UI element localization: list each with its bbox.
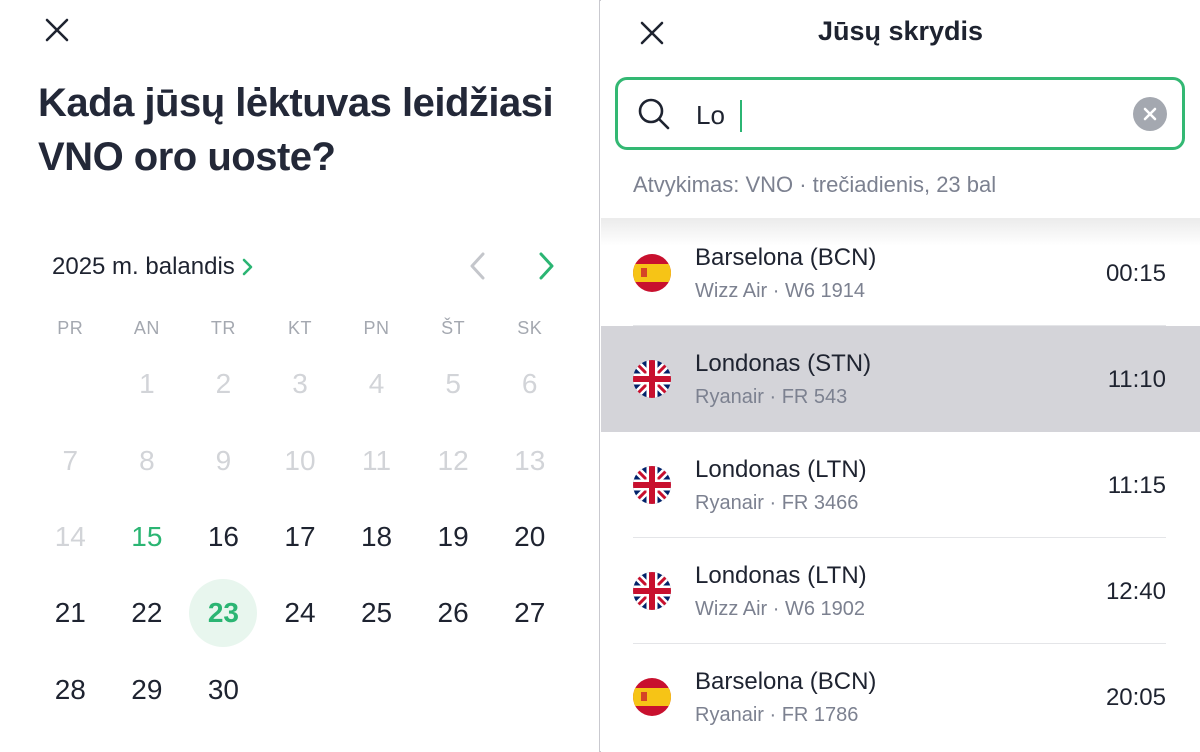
panel-title: Jūsų skrydis [817, 16, 984, 46]
date-picker-panel: Kada jūsų lėktuvas leidžiasi VNO oro uos… [32, 0, 600, 752]
chevron-right-icon [539, 252, 554, 280]
calendar-day[interactable]: 26 [437, 597, 469, 629]
calendar-day: 10 [284, 444, 316, 476]
calendar-day: 7 [62, 444, 79, 476]
flight-row[interactable]: Londonas (LTN) Ryanair · FR 3466 11:15 [601, 432, 1200, 538]
flight-airline: Ryanair · FR 1786 [695, 704, 859, 726]
day-number: 23 [207, 597, 239, 629]
calendar-day[interactable]: 25 [360, 597, 393, 629]
next-month-button[interactable] [526, 246, 566, 286]
search-box[interactable] [615, 77, 1185, 150]
calendar-day: 1 [139, 368, 155, 400]
weekday-label: PR [57, 318, 84, 338]
flight-row[interactable]: Londonas (LTN) Wizz Air · W6 1902 12:40 [601, 538, 1200, 644]
calendar-day[interactable]: 28 [54, 673, 86, 705]
spain-flag-icon [633, 678, 671, 716]
selected-day-highlight [189, 579, 258, 648]
flight-time: 00:15 [1105, 260, 1166, 287]
calendar-day[interactable]: 17 [284, 520, 316, 552]
row-divider [633, 325, 1166, 326]
calendar-day[interactable]: 16 [207, 520, 239, 552]
calendar-day: 12 [437, 444, 469, 476]
calendar-day: 5 [445, 368, 461, 400]
search-icon [638, 98, 670, 130]
month-selector[interactable]: 2025 m. balandis [52, 250, 255, 284]
close-date-picker-button[interactable] [37, 10, 77, 50]
flight-list: Barselona (BCN) Wizz Air · W6 1914 00:15 Lo… [601, 220, 1200, 750]
selected-day[interactable]: 23 [185, 575, 262, 651]
clear-icon [1143, 107, 1157, 121]
flight-time: 11:10 [1107, 366, 1166, 393]
calendar-day[interactable]: 18 [360, 520, 393, 552]
calendar-day: 13 [514, 444, 546, 476]
text-caret [740, 100, 742, 132]
flight-city: Barselona (BCN) [695, 668, 877, 695]
uk-flag-icon [633, 360, 671, 398]
chevron-left-icon [470, 252, 485, 280]
calendar-day[interactable]: 22 [131, 597, 163, 629]
flight-city: Londonas (LTN) [695, 562, 867, 589]
calendar-day[interactable]: 21 [54, 597, 86, 629]
arrival-info: Atvykimas: VNO · trečiadienis, 23 bal [633, 172, 997, 197]
spain-flag-icon [633, 254, 671, 292]
flight-city: Londonas (LTN) [695, 456, 867, 483]
row-divider [633, 643, 1166, 644]
uk-flag-icon [633, 466, 671, 504]
calendar-day[interactable]: 29 [131, 673, 163, 705]
weekday-label: KT [287, 318, 312, 338]
flight-row[interactable]: Barselona (BCN) Wizz Air · W6 1914 00:15 [601, 220, 1200, 326]
flight-airline: Ryanair · FR 3466 [695, 492, 859, 514]
calendar-day: 2 [215, 368, 232, 400]
calendar-day[interactable]: 19 [437, 520, 469, 552]
weekday-header: PR AN TR KT PN ŠT SK [32, 318, 568, 339]
clear-search-button[interactable] [1133, 97, 1167, 131]
calendar-day: 3 [292, 368, 308, 400]
flight-time: 11:15 [1107, 472, 1166, 499]
uk-flag-icon [633, 572, 671, 610]
page-title: Kada jūsų lėktuvas leidžiasi VNO oro uos… [38, 81, 554, 179]
close-icon [45, 18, 69, 42]
flight-search-panel: Jūsų skrydis Atvykimas: VNO · trečiadien… [601, 0, 1200, 752]
calendar-grid: 1 2 3 4 5 6 7 8 9 10 11 12 13 14 15 16 17 18 19 20 21 22 23 24 2… [32, 346, 568, 728]
weekday-label: TR [210, 318, 236, 338]
flight-city: Barselona (BCN) [695, 244, 877, 271]
row-divider [633, 537, 1166, 538]
flight-airline: Wizz Air · W6 1902 [695, 598, 866, 620]
flight-airline: Ryanair · FR 543 [695, 386, 848, 408]
calendar-day[interactable]: 15 [131, 520, 163, 552]
previous-month-button[interactable] [458, 246, 498, 286]
calendar-day: 11 [362, 444, 392, 476]
calendar-day: 9 [215, 444, 232, 476]
calendar-day: 14 [54, 520, 86, 552]
flight-row[interactable]: Londonas (STN) Ryanair · FR 543 11:10 [601, 326, 1200, 432]
calendar-day[interactable]: 30 [207, 673, 239, 705]
flight-airline: Wizz Air · W6 1914 [695, 280, 866, 302]
close-flight-search-button[interactable] [632, 13, 672, 53]
search-input[interactable] [696, 98, 1116, 132]
flight-time: 12:40 [1105, 578, 1166, 605]
calendar-day[interactable]: 24 [284, 597, 316, 629]
calendar-day[interactable]: 20 [514, 520, 546, 552]
weekday-label: PN [363, 318, 390, 338]
weekday-label: AN [133, 318, 160, 338]
calendar-day[interactable]: 27 [514, 597, 546, 629]
header-shadow [601, 218, 1200, 246]
calendar-day: 4 [368, 368, 385, 400]
month-label: 2025 m. balandis [52, 253, 235, 280]
weekday-label: SK [517, 318, 543, 338]
flight-row[interactable]: Barselona (BCN) Ryanair · FR 1786 20:05 [601, 644, 1200, 750]
chevron-right-icon [242, 258, 253, 276]
calendar-day: 8 [139, 444, 155, 476]
empty-day-cell [32, 346, 109, 422]
weekday-label: ŠT [441, 318, 466, 338]
flight-time: 20:05 [1105, 684, 1166, 711]
flight-city: Londonas (STN) [695, 350, 872, 377]
close-icon [640, 21, 664, 45]
calendar-day: 6 [521, 368, 538, 400]
